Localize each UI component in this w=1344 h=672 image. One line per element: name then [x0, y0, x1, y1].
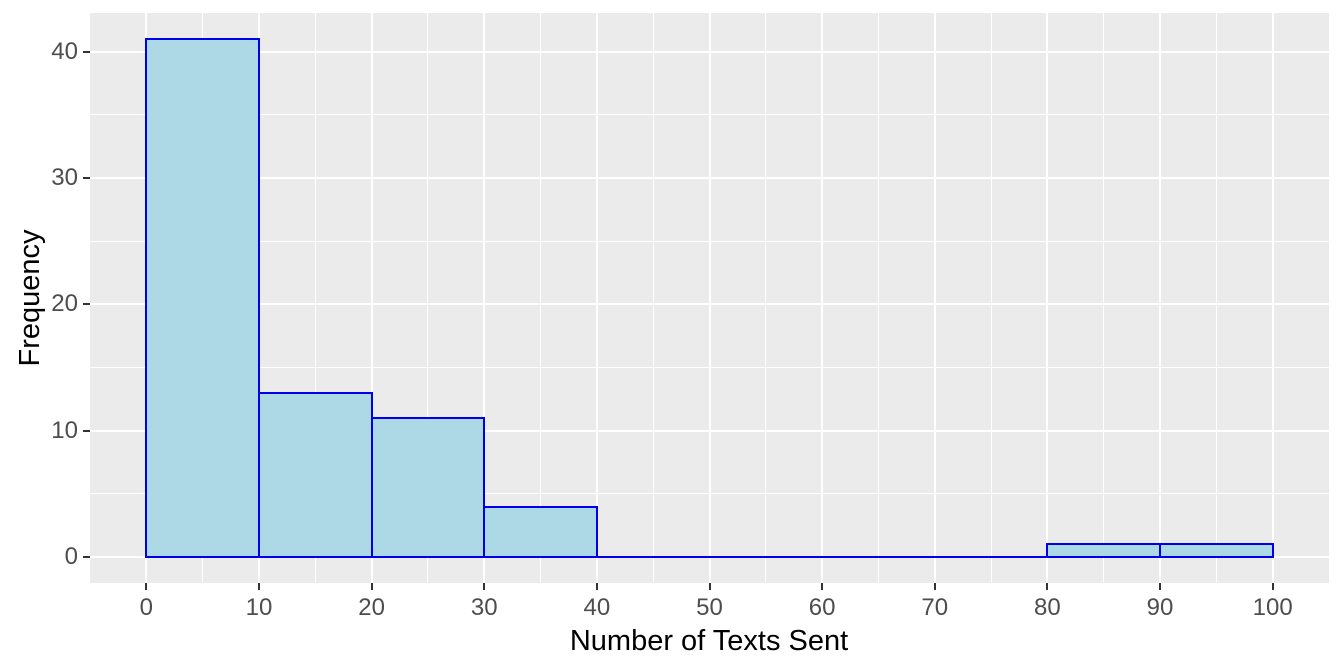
x-tick-mark — [933, 583, 936, 590]
x-tick-mark — [1271, 583, 1274, 590]
major-gridline-x — [1046, 13, 1049, 583]
histogram-bar — [370, 417, 486, 559]
y-tick-mark — [83, 303, 90, 306]
minor-gridline-x — [765, 13, 767, 583]
major-gridline-x — [595, 13, 598, 583]
x-tick-mark — [145, 583, 148, 590]
minor-gridline-x — [652, 13, 654, 583]
x-tick-label: 30 — [470, 594, 498, 621]
plot-panel — [90, 13, 1329, 583]
x-axis-title: Number of Texts Sent — [569, 625, 849, 657]
x-tick-mark — [1159, 583, 1162, 590]
x-tick-label: 70 — [921, 594, 949, 621]
x-tick-label: 40 — [583, 594, 611, 621]
x-tick-label: 0 — [139, 594, 153, 621]
y-tick-label: 30 — [51, 163, 78, 191]
minor-gridline-x — [540, 13, 542, 583]
histogram-bar — [145, 37, 260, 559]
x-tick-label: 50 — [696, 594, 723, 621]
histogram-bar — [1046, 543, 1162, 559]
y-tick-mark — [83, 556, 90, 559]
x-tick-label: 20 — [358, 594, 385, 621]
x-tick-mark — [595, 583, 598, 590]
x-tick-mark — [821, 583, 824, 590]
x-tick-mark — [1046, 583, 1049, 590]
histogram-bar — [483, 505, 598, 559]
minor-gridline-x — [1103, 13, 1105, 583]
major-gridline-x — [933, 13, 936, 583]
x-tick-mark — [370, 583, 373, 590]
minor-gridline-x — [1215, 13, 1217, 583]
y-tick-mark — [83, 50, 90, 53]
minor-gridline-x — [314, 13, 316, 583]
minor-gridline-x — [877, 13, 879, 583]
x-tick-label: 80 — [1034, 594, 1061, 621]
minor-gridline-x — [990, 13, 992, 583]
x-tick-mark — [257, 583, 260, 590]
major-gridline-x — [1271, 13, 1274, 583]
zero-count-baseline — [145, 556, 1274, 559]
major-gridline-x — [370, 13, 373, 583]
histogram-bar — [257, 391, 373, 559]
x-tick-label: 90 — [1146, 594, 1174, 621]
x-tick-label: 10 — [245, 594, 273, 621]
major-gridline-x — [821, 13, 824, 583]
y-axis-title: Frequency — [14, 229, 46, 367]
y-tick-mark — [83, 429, 90, 432]
x-tick-label: 60 — [808, 594, 836, 621]
major-gridline-x — [1159, 13, 1162, 583]
x-tick-label: 100 — [1252, 594, 1293, 621]
major-gridline-x — [708, 13, 711, 583]
y-tick-label: 10 — [51, 416, 78, 444]
y-tick-mark — [83, 176, 90, 179]
y-tick-label: 0 — [64, 543, 78, 571]
x-tick-mark — [483, 583, 486, 590]
x-tick-mark — [708, 583, 711, 590]
major-gridline-x — [483, 13, 486, 583]
histogram-bar — [1159, 543, 1274, 559]
minor-gridline-x — [427, 13, 429, 583]
y-tick-label: 20 — [51, 290, 78, 318]
y-tick-label: 40 — [51, 37, 78, 65]
